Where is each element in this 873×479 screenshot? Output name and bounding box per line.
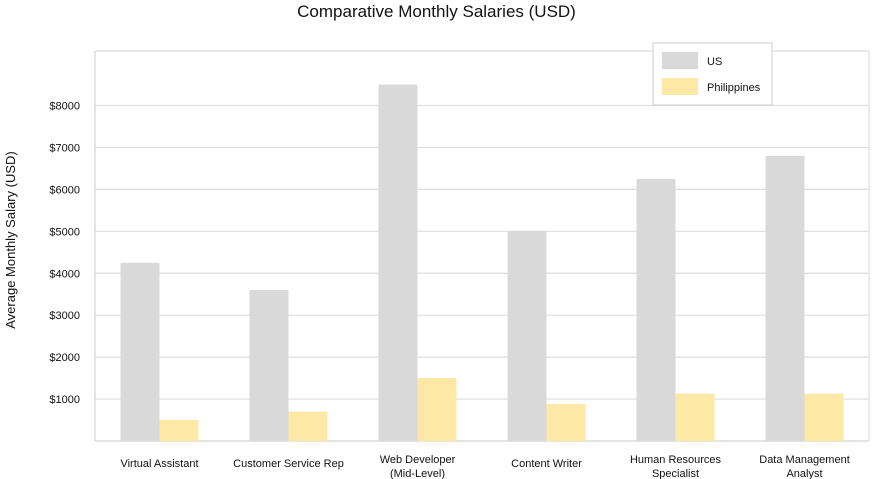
- plot-frame: [94, 50, 870, 442]
- x-tick-label: Virtual Assistant: [120, 458, 198, 470]
- bar-philippines: [546, 404, 586, 441]
- x-tick-label-line: Virtual Assistant: [120, 458, 198, 470]
- bar-us: [378, 84, 418, 441]
- bar-philippines: [675, 393, 715, 441]
- bar-philippines: [288, 411, 328, 441]
- legend-label: Philippines: [707, 82, 761, 94]
- y-tick-label: $4000: [49, 268, 80, 280]
- bar-us: [249, 290, 289, 441]
- bar-philippines: [159, 420, 199, 441]
- x-tick-label-line: Analyst: [786, 468, 822, 479]
- x-tick-label-line: Specialist: [652, 468, 699, 479]
- bar-us: [507, 231, 547, 441]
- x-tick-label: Web Developer (Mid-Level): [380, 454, 456, 479]
- y-tick-label: $1000: [49, 394, 80, 406]
- legend: US Philippines: [652, 42, 773, 106]
- y-tick-label: $8000: [49, 101, 80, 113]
- x-tick-label-line: Content Writer: [511, 458, 582, 470]
- x-tick-label-line: Data Management: [759, 454, 850, 466]
- bar-us: [120, 262, 160, 441]
- legend-label: US: [707, 56, 722, 68]
- y-tick-label: $3000: [49, 310, 80, 322]
- bar-us: [765, 155, 805, 441]
- y-tick-label: $2000: [49, 352, 80, 364]
- x-tick-label-line: Web Developer: [380, 454, 456, 466]
- bar-philippines: [417, 378, 457, 441]
- y-axis-ticks: $1000 $2000 $3000 $4000 $5000 $6000 $7000 $8000: [49, 101, 80, 407]
- x-axis-labels: Virtual Assistant Customer Service Rep Web…: [120, 454, 849, 479]
- bars: [120, 84, 844, 441]
- x-tick-label-line: Human Resources: [630, 454, 722, 466]
- gridlines: [95, 104, 869, 400]
- y-tick-label: $6000: [49, 184, 80, 196]
- x-tick-label: Human Resources Specialist: [630, 454, 722, 479]
- y-tick-label: $5000: [49, 226, 80, 238]
- legend-swatch: [662, 78, 698, 95]
- x-tick-label: Customer Service Rep: [233, 458, 344, 470]
- legend-swatch: [662, 52, 698, 69]
- bar-us: [636, 178, 676, 441]
- x-tick-label-line: Customer Service Rep: [233, 458, 344, 470]
- x-tick-label: Content Writer: [511, 458, 582, 470]
- y-tick-label: $7000: [49, 142, 80, 154]
- chart-title: Comparative Monthly Salaries (USD): [297, 2, 576, 21]
- x-tick-label: Data Management Analyst: [759, 454, 850, 479]
- bar-philippines: [804, 393, 844, 441]
- x-tick-label-line: (Mid-Level): [390, 468, 445, 479]
- y-axis-title: Average Monthly Salary (USD): [3, 151, 18, 329]
